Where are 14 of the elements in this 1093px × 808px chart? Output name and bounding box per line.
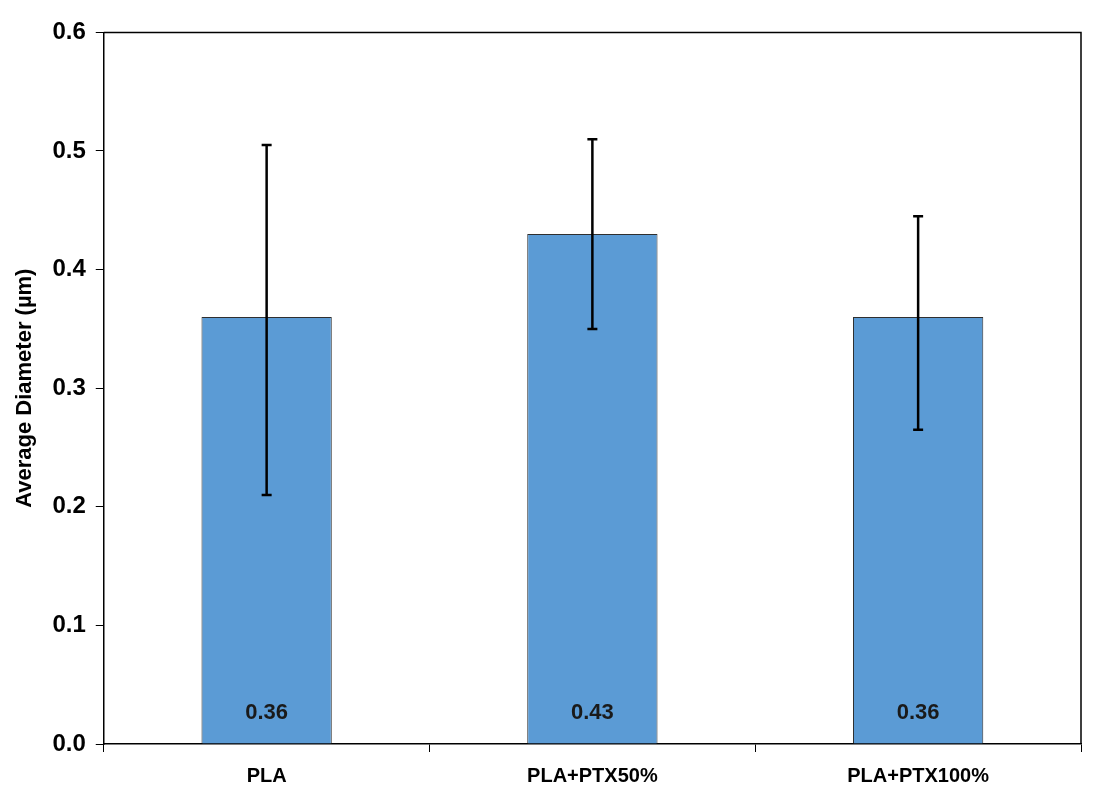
y-tick-label: 0.5 [52,135,86,163]
y-tick-label: 0.6 [52,17,86,45]
y-tick-label: 0.0 [52,728,86,756]
x-tick-label: PLA+PTX50% [527,763,658,786]
data-label: 0.36 [245,699,289,725]
y-tick-label: 0.3 [52,372,86,400]
y-tick-label: 0.2 [52,491,86,519]
data-label: 0.43 [570,699,614,725]
y-tick-label: 0.4 [52,254,87,282]
y-axis-title: Average Diameter (µm) [11,268,37,508]
data-label: 0.36 [896,699,940,725]
x-tick-label: PLA+PTX100% [847,763,990,786]
y-tick-label: 0.1 [52,610,86,638]
x-tick-label: PLA [246,763,287,786]
